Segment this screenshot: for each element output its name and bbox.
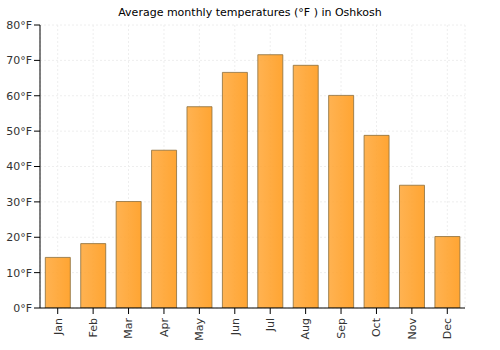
svg-text:Apr: Apr [158,318,171,338]
svg-text:80°F: 80°F [8,19,32,32]
svg-text:May: May [193,318,206,341]
svg-text:60°F: 60°F [8,90,32,103]
svg-text:Aug: Aug [299,318,312,339]
svg-text:Mar: Mar [122,318,135,339]
html-text:Average monthly temperatures (: Average monthly temperatures (°F ) in Os… [118,6,382,19]
svg-text:Oct: Oct [370,317,383,337]
svg-text:Jan: Jan [52,318,65,336]
svg-text:70°F: 70°F [8,54,32,67]
svg-text:40°F: 40°F [8,160,32,173]
svg-text:50°F: 50°F [8,125,32,138]
svg-text:30°F: 30°F [8,196,32,209]
svg-text:Nov: Nov [406,318,419,340]
svg-text:Feb: Feb [87,318,100,337]
svg-text:0°F: 0°F [13,302,32,315]
svg-text:20°F: 20°F [8,231,32,244]
svg-text:Dec: Dec [441,318,454,339]
svg-text:Jun: Jun [229,318,242,336]
svg-text:Jul: Jul [264,318,277,332]
svg-text:Sep: Sep [335,318,348,339]
svg-text:10°F: 10°F [8,267,32,280]
